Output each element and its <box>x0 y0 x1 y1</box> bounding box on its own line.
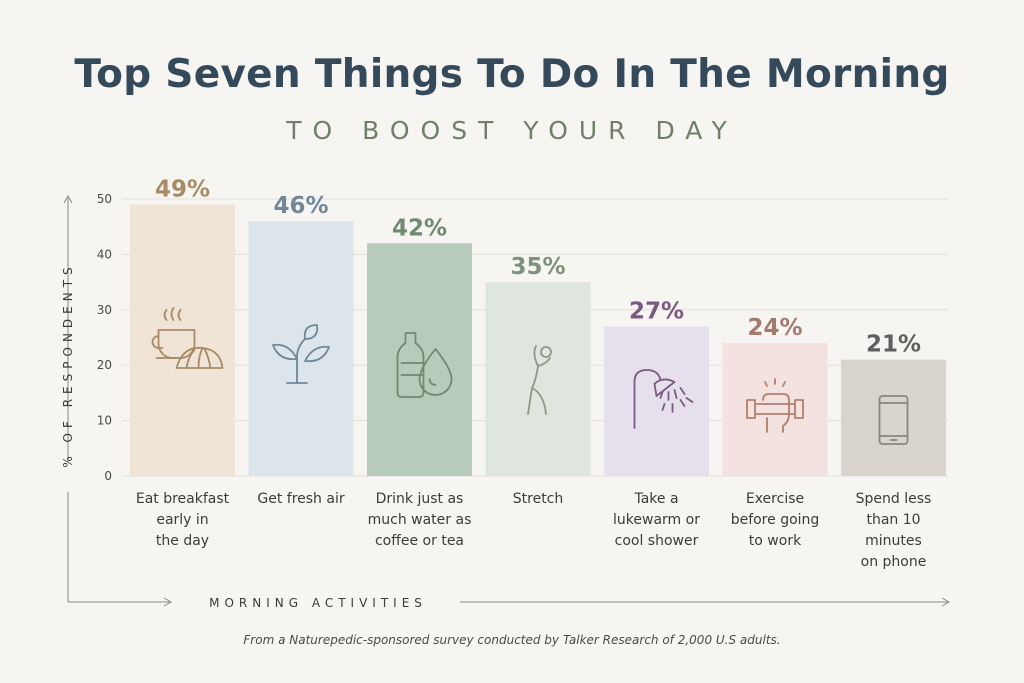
category-label: than 10 <box>866 512 920 528</box>
category-label: Spend less <box>856 491 932 507</box>
category-label: to work <box>749 533 802 549</box>
bar <box>485 282 591 476</box>
bar-icons <box>151 307 909 445</box>
value-labels: 49% 46% 42% 35% 27% 24% 21% <box>155 177 921 358</box>
category-label: Stretch <box>513 491 564 507</box>
x-axis-title: MORNING ACTIVITIES <box>209 596 427 610</box>
category-label: Eat breakfast <box>136 491 230 507</box>
value-label: 46% <box>273 193 328 219</box>
bar <box>248 221 354 476</box>
smartphone-icon <box>878 395 909 445</box>
category-label: Exercise <box>746 491 804 507</box>
value-label: 27% <box>629 298 684 324</box>
category-label: lukewarm or <box>613 512 700 528</box>
y-axis-arrowhead <box>63 194 73 204</box>
category-labels: Eat breakfast early in the day Get fresh ai… <box>136 491 931 570</box>
category-label: the day <box>156 533 209 549</box>
axes: % OF RESPONDENTS MORNING ACTIVITIES <box>61 194 951 610</box>
coffee-croissant-icon <box>151 307 224 369</box>
shower-icon <box>633 369 694 429</box>
source-note: From a Naturepedic-sponsored survey cond… <box>243 633 781 647</box>
chart-subtitle: TO BOOST YOUR DAY <box>286 116 738 145</box>
bar <box>604 326 709 476</box>
bar <box>130 204 235 477</box>
category-label: cool shower <box>615 533 699 549</box>
y-axis-title: % OF RESPONDENTS <box>61 262 75 467</box>
category-label: Take a <box>633 491 678 507</box>
value-label: 35% <box>510 254 565 280</box>
y-tick-label: 40 <box>97 247 112 261</box>
category-label: before going <box>731 512 820 528</box>
fist-dumbbell-icon <box>746 378 804 433</box>
category-label: coffee or tea <box>375 533 464 549</box>
water-bottle-icon <box>396 332 453 398</box>
y-tick-label: 10 <box>97 414 112 428</box>
chart-title: Top Seven Things To Do In The Morning <box>74 52 950 97</box>
category-label: early in <box>156 512 208 528</box>
category-label: on phone <box>861 554 927 570</box>
category-label: minutes <box>865 533 922 549</box>
category-label: Get fresh air <box>257 491 344 507</box>
value-label: 24% <box>747 315 802 341</box>
sprout-icon <box>272 324 330 384</box>
bars <box>130 204 946 477</box>
y-tick-label: 20 <box>97 358 112 372</box>
y-tick-label: 0 <box>104 469 112 483</box>
y-tick-label: 50 <box>97 192 112 206</box>
y-tick-labels: 0 10 20 30 40 50 <box>97 192 112 483</box>
value-label: 21% <box>866 332 921 358</box>
value-label: 49% <box>155 177 210 203</box>
bar <box>722 343 828 476</box>
x-axis-left-arrowhead <box>163 597 173 607</box>
bar <box>367 243 472 476</box>
value-label: 42% <box>392 215 447 241</box>
bar <box>841 359 946 476</box>
y-tick-label: 30 <box>97 303 112 317</box>
x-axis-right-arrowhead <box>941 597 951 607</box>
category-label: Drink just as <box>376 491 464 507</box>
category-label: much water as <box>368 512 472 528</box>
stretching-person-icon <box>527 345 552 415</box>
